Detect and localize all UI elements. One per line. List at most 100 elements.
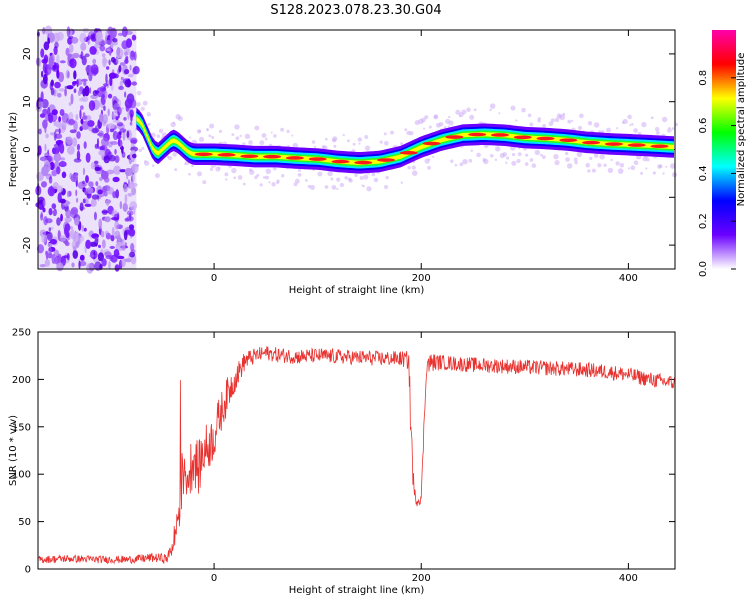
ridge-halo: [249, 169, 255, 175]
ridge-halo: [177, 116, 183, 122]
ridge-halo: [371, 172, 376, 177]
ridge-halo: [641, 121, 647, 128]
noise-speck: [79, 254, 85, 261]
noise-speck: [79, 32, 87, 44]
noise-speck: [112, 38, 118, 43]
noise-speck: [65, 136, 73, 145]
ridge-halo: [598, 130, 602, 133]
noise-speck: [105, 148, 111, 158]
noise-speck: [109, 254, 114, 262]
noise-speck: [82, 167, 86, 176]
ridge-halo: [311, 140, 316, 144]
x-tick-label: 400: [619, 273, 638, 284]
ridge-halo: [268, 181, 271, 184]
ridge-halo: [407, 165, 411, 170]
noise-speck: [75, 240, 80, 248]
noise-speck: [66, 145, 75, 155]
ridge-halo: [189, 136, 192, 139]
noise-speck: [72, 81, 76, 87]
noise-speck: [70, 173, 79, 183]
ridge-peak: [650, 144, 669, 149]
ridge-halo: [473, 108, 477, 112]
ridge-halo: [199, 136, 205, 142]
ridge-halo: [262, 176, 266, 179]
ridge-peak: [285, 156, 304, 160]
ridge-halo: [542, 155, 546, 159]
y-tick-label: 10: [22, 95, 33, 108]
ridge-halo: [550, 118, 555, 123]
ridge-peak: [308, 157, 327, 161]
noise-speck: [112, 191, 117, 199]
ridge-halo: [211, 135, 215, 139]
ridge-halo: [151, 164, 155, 167]
ridge-halo: [428, 125, 432, 129]
ridge-halo: [309, 184, 315, 190]
noise-speck: [98, 218, 103, 230]
ridge-halo: [531, 163, 537, 168]
noise-speck: [44, 66, 47, 76]
noise-speck: [65, 47, 70, 56]
noise-speck: [121, 106, 124, 111]
ridge-halo: [265, 168, 272, 175]
noise-speck: [51, 203, 57, 210]
noise-speck: [93, 211, 97, 221]
ridge-halo: [198, 129, 202, 133]
ridge-halo: [271, 182, 276, 187]
noise-speck: [68, 35, 74, 39]
ridge-halo: [231, 133, 235, 136]
noise-speck: [45, 250, 49, 260]
noise-speck: [124, 217, 130, 222]
ridge-halo: [424, 115, 429, 120]
ridge-halo: [534, 149, 541, 156]
noise-speck: [87, 120, 95, 127]
ridge-halo: [537, 117, 541, 121]
noise-speck: [54, 41, 59, 49]
ridge-halo: [390, 130, 394, 135]
ridge-peak: [604, 142, 623, 146]
ridge-halo: [432, 155, 435, 158]
y-tick-label: 250: [12, 328, 31, 339]
ridge-halo: [363, 174, 369, 180]
noise-speck: [116, 255, 125, 260]
noise-speck: [54, 133, 63, 139]
noise-speck: [131, 34, 137, 41]
ridge-halo: [622, 118, 628, 125]
noise-speck: [58, 116, 62, 123]
noise-speck: [79, 261, 87, 267]
ridge-halo: [633, 128, 639, 133]
ridge-halo: [476, 152, 481, 158]
ridge-halo: [411, 165, 416, 170]
noise-speck: [47, 37, 50, 45]
ridge-halo: [336, 187, 339, 191]
ridge-halo: [671, 127, 675, 130]
noise-speck: [38, 128, 42, 135]
ridge-halo: [667, 128, 672, 133]
ridge-halo: [629, 124, 632, 127]
ridge-halo: [231, 167, 237, 174]
ridge-halo: [433, 114, 438, 120]
ridge-halo: [291, 134, 294, 137]
ridge-halo: [505, 161, 508, 165]
ridge-halo: [652, 171, 656, 175]
noise-speck: [112, 176, 120, 183]
ridge-halo: [347, 139, 350, 143]
ridge-halo: [348, 178, 353, 183]
noise-speck: [75, 189, 78, 197]
ridge-halo: [502, 152, 508, 157]
ridge-halo: [510, 105, 516, 111]
noise-speck: [82, 198, 86, 204]
ridge-halo: [524, 162, 529, 166]
noise-speck: [110, 234, 115, 242]
ridge-halo: [234, 124, 240, 130]
ridge-halo: [342, 133, 345, 137]
noise-speck: [74, 217, 80, 226]
ridge-halo: [294, 178, 300, 184]
ridge-halo: [559, 114, 566, 121]
noise-speck: [36, 244, 45, 254]
noise-speck: [57, 229, 61, 240]
ridge-halo: [336, 177, 341, 182]
ridge-halo: [489, 103, 496, 109]
ridge-halo: [327, 170, 333, 177]
ridge-halo: [654, 126, 660, 132]
ridge-halo: [233, 176, 237, 180]
